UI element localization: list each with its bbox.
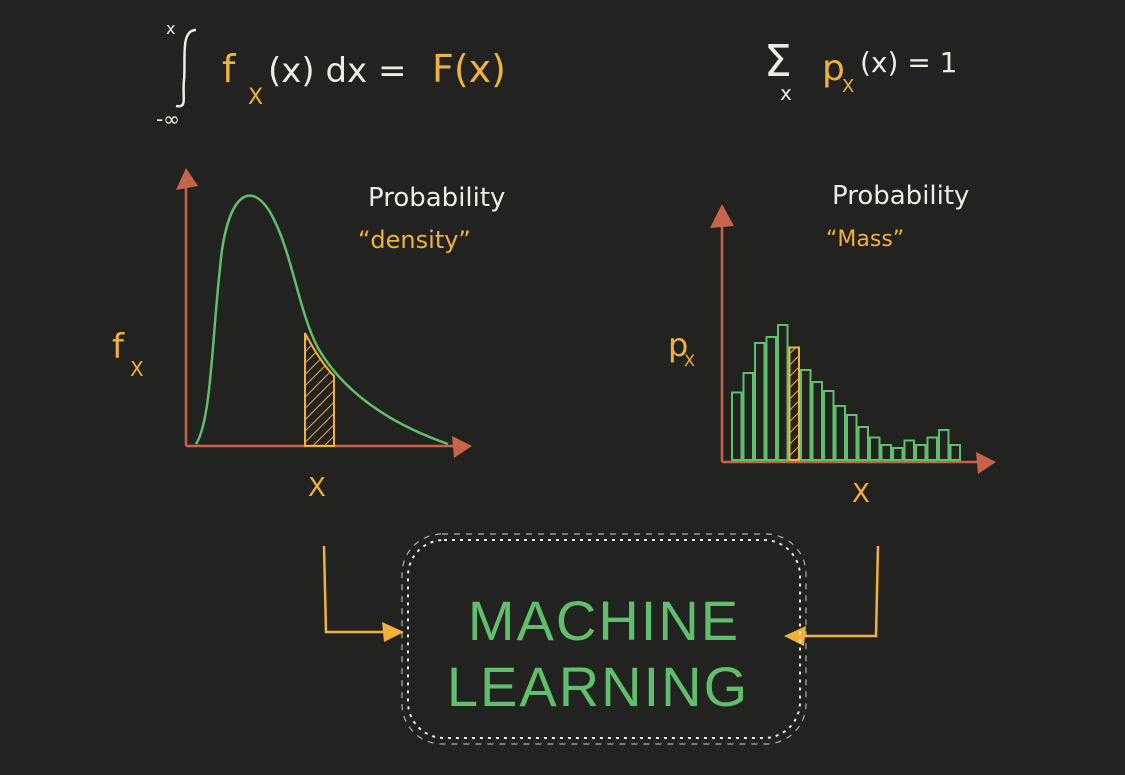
- cloud-border-outer: [401, 533, 807, 745]
- density-curve: [194, 194, 449, 446]
- density-x-label: X: [308, 473, 326, 503]
- integral-lower-limit: -∞: [156, 107, 180, 131]
- mass-x-label: X: [852, 479, 870, 509]
- density-panel: Probability “density” f X X: [112, 168, 505, 503]
- sum-p-subscript: X: [842, 76, 854, 97]
- mass-y-label-subscript: X: [684, 351, 695, 370]
- mass-y-label: p: [668, 326, 688, 364]
- integral-sign: [175, 28, 197, 108]
- right-connector: [784, 545, 880, 646]
- ml-line-2: LEARNING: [447, 655, 749, 718]
- histogram-bar: [777, 324, 789, 461]
- histogram-bar: [731, 391, 743, 461]
- histogram-bar: [811, 381, 823, 461]
- mass-title: Probability: [832, 181, 969, 211]
- histogram-bar: [800, 369, 812, 461]
- histogram-bar: [742, 372, 754, 461]
- integral-f: f: [222, 47, 237, 91]
- histogram-bar: [938, 429, 950, 461]
- sum-body: (x) = 1: [860, 46, 958, 79]
- density-shaded-area: [304, 332, 335, 447]
- density-x-arrow-icon: [452, 436, 472, 458]
- ml-line-1: MACHINE: [468, 589, 740, 652]
- sum-p: p: [822, 48, 845, 89]
- histogram-bar: [765, 336, 777, 461]
- density-title: Probability: [368, 183, 505, 213]
- mass-panel: Probability “Mass” p X X: [668, 181, 996, 509]
- density-y-arrow-icon: [176, 168, 198, 190]
- left-connector-arrow-icon: [382, 622, 404, 642]
- sum-sign: Σ: [764, 36, 792, 87]
- integral-result: F(x): [432, 47, 506, 91]
- mass-histogram: [731, 324, 961, 461]
- histogram-bar: [915, 444, 927, 461]
- mass-x-arrow-icon: [976, 452, 996, 474]
- histogram-bar: [903, 439, 915, 461]
- cloud-border: [407, 539, 801, 739]
- histogram-bar: [788, 346, 800, 461]
- integral-body: (x) dx =: [268, 51, 406, 91]
- integral-formula: x -∞ f X (x) dx = F(x): [156, 19, 506, 131]
- density-y-label-subscript: X: [130, 357, 144, 381]
- histogram-bar: [869, 436, 881, 461]
- machine-learning-box: MACHINE LEARNING: [401, 533, 807, 745]
- histogram-bar: [926, 436, 938, 461]
- integral-upper-limit: x: [166, 19, 175, 38]
- histogram-bar: [880, 444, 892, 461]
- sum-formula: Σ x p X (x) = 1: [764, 36, 958, 105]
- histogram-bar: [892, 447, 904, 461]
- histogram-bar: [846, 414, 858, 461]
- histogram-bar: [857, 426, 869, 461]
- histogram-bar: [754, 342, 766, 461]
- histogram-bar: [949, 444, 961, 461]
- right-connector-arrow-icon: [784, 626, 806, 646]
- left-connector: [322, 545, 404, 642]
- integral-f-subscript: X: [248, 85, 263, 110]
- density-y-label: f: [112, 327, 125, 367]
- sum-index: x: [780, 81, 792, 105]
- mass-y-arrow-icon: [710, 204, 734, 228]
- right-connector-line: [802, 545, 880, 638]
- histogram-bar: [823, 390, 835, 461]
- histogram-bar: [834, 405, 846, 461]
- mass-subtitle: “Mass”: [826, 227, 904, 252]
- left-connector-line: [322, 545, 386, 634]
- density-subtitle: “density”: [358, 226, 471, 254]
